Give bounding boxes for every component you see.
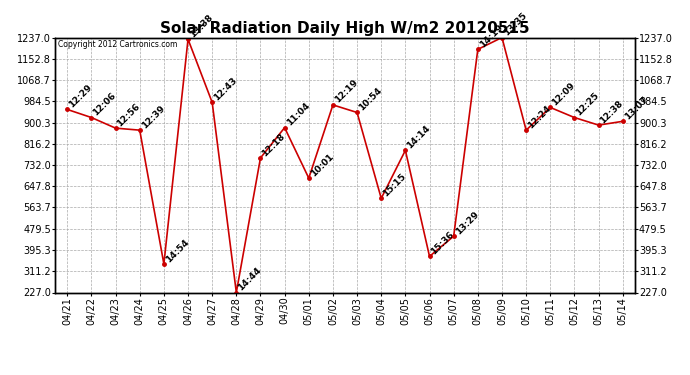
Text: 12:25: 12:25 xyxy=(574,91,601,117)
Text: 13:38: 13:38 xyxy=(188,13,215,39)
Text: 12:18: 12:18 xyxy=(261,131,287,158)
Text: 13:35: 13:35 xyxy=(502,11,529,38)
Text: 12:29: 12:29 xyxy=(68,83,94,110)
Text: 10:01: 10:01 xyxy=(308,152,335,178)
Text: 12:39: 12:39 xyxy=(139,104,166,130)
Text: 12:43: 12:43 xyxy=(213,76,239,102)
Text: 14:19: 14:19 xyxy=(477,22,504,50)
Text: Copyright 2012 Cartronics.com: Copyright 2012 Cartronics.com xyxy=(58,40,177,49)
Text: 12:09: 12:09 xyxy=(551,81,577,107)
Text: 13:29: 13:29 xyxy=(454,210,480,236)
Text: 14:14: 14:14 xyxy=(406,124,432,150)
Text: 15:36: 15:36 xyxy=(429,230,456,256)
Text: 15:15: 15:15 xyxy=(381,172,408,198)
Text: 13:07: 13:07 xyxy=(622,95,649,122)
Title: Solar Radiation Daily High W/m2 20120515: Solar Radiation Daily High W/m2 20120515 xyxy=(160,21,530,36)
Text: 12:06: 12:06 xyxy=(91,91,118,117)
Text: 12:19: 12:19 xyxy=(333,78,359,105)
Text: 12:24: 12:24 xyxy=(526,104,553,130)
Text: 12:56: 12:56 xyxy=(116,102,142,128)
Text: 10:54: 10:54 xyxy=(357,86,384,112)
Text: 14:44: 14:44 xyxy=(236,266,263,292)
Text: 11:04: 11:04 xyxy=(284,101,311,128)
Text: 12:38: 12:38 xyxy=(598,99,625,125)
Text: 14:54: 14:54 xyxy=(164,237,190,264)
